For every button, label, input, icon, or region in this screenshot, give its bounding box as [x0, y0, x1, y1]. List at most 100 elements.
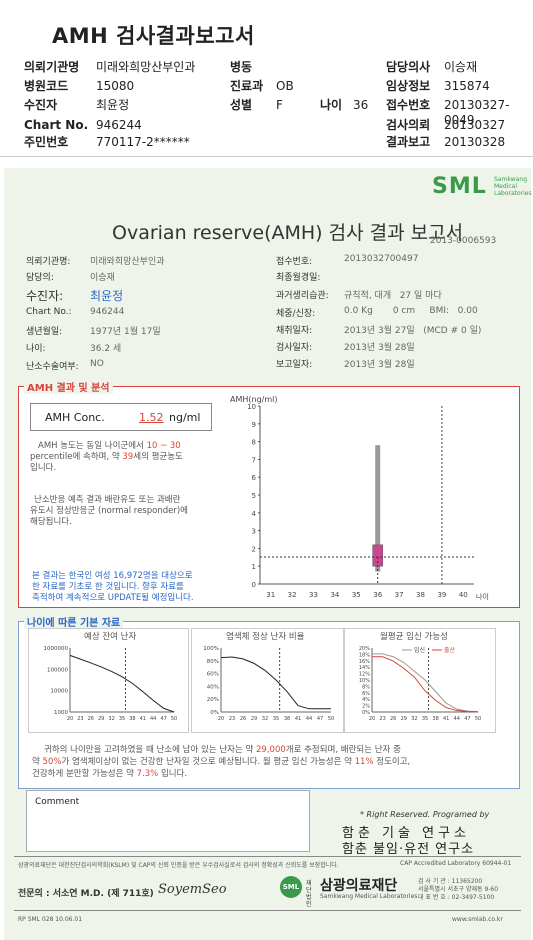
form-title: Ovarian reserve(AMH) 검사 결과 보고서 [112, 222, 464, 244]
y-tick-label: 2% [362, 704, 370, 710]
label-request-date: 검사의뢰 [386, 118, 431, 132]
logo-sub-line: Samkwang [494, 176, 527, 183]
info-value: 이승재 [90, 273, 115, 283]
logo-sub-line: Medical [494, 183, 517, 190]
x-tick-label: 36 [373, 591, 382, 599]
x-tick-label: 37 [395, 591, 404, 599]
y-tick-label: 14% [359, 665, 370, 671]
x-tick-label: 29 [251, 716, 257, 722]
amh-text: 세의 평균농도 [133, 452, 183, 462]
y-tick-label: 1000000 [44, 646, 69, 652]
x-tick-label: 20 [67, 716, 73, 722]
reference-note: 축적하여 계속적으로 UPDATE될 예정입니다. [32, 593, 194, 603]
y-tick-label: 6% [362, 691, 370, 697]
x-tick-label: 41 [140, 716, 146, 722]
y-tick-label: 100% [203, 646, 219, 652]
chart-normal-oocyte-panel [191, 628, 344, 733]
x-tick-label: 32 [262, 716, 268, 722]
y-tick-label: 60% [207, 672, 219, 678]
x-tick-label: 31 [266, 591, 275, 599]
cert-text: 삼광의료재단은 대한진단검사의학회(KSLM) 및 CAP의 신뢰 인증을 받은… [18, 862, 339, 869]
y-tick-label: 0% [362, 710, 370, 716]
info-label: 최종월경일: [276, 273, 321, 283]
info-value: 0.0 Kg 0 cm BMI: 0.00 [344, 306, 478, 316]
x-tick-label: 29 [401, 716, 407, 722]
x-tick-label: 35 [119, 716, 125, 722]
y-tick-label: 8% [362, 684, 370, 690]
y-tick-label: 10 [247, 403, 256, 411]
summary-text: 정도이고, [376, 757, 411, 767]
series-line [69, 654, 175, 713]
amh-text-line1: AMH 농도는 동일 나이군에서 10 ~ 30 [38, 441, 181, 452]
value-receipt-no: 20130327-0049 [444, 98, 510, 127]
x-tick-label: 35 [422, 716, 428, 722]
footer-divider-2 [14, 910, 521, 911]
summary-pregnancy-rate: 11% [354, 757, 374, 767]
value-sex: F [276, 98, 283, 112]
y-axis-label: AMH(ng/ml) [230, 395, 278, 404]
y-tick-label: 10000 [51, 689, 69, 695]
x-tick-label: 47 [317, 716, 323, 722]
x-tick-label: 23 [229, 716, 235, 722]
summary-text: 건강하게 분만할 가능성은 약 [32, 769, 134, 779]
value-department: OB [276, 79, 294, 93]
sml-badge: SML [280, 876, 302, 898]
y-tick-label: 0% [210, 710, 219, 716]
chart1-title: 예상 잔여 난자 [84, 632, 137, 642]
y-tick-label: 9 [252, 421, 256, 429]
institute-2: 함춘 불임·유전 연구소 [342, 842, 475, 857]
y-tick-label: 8 [252, 439, 256, 447]
chart-normal-oocyte-ratio: 100% 80% 60% 40% 20% 0%20 23 26 29 32 35 38 41 44 47 50 [203, 646, 334, 722]
x-tick-label: 50 [328, 716, 334, 722]
contact-info: 검 사 기 관 : 11365200 서울특별시 서초구 양재동 9-60 대 … [418, 878, 498, 902]
y-tick-label: 5 [252, 492, 256, 500]
info-value-patient: 최윤정 [90, 289, 124, 303]
x-tick-label: 39 [437, 591, 446, 599]
label-hospital-code: 병원코드 [24, 79, 69, 93]
x-tick-label: 34 [330, 591, 339, 599]
summary-text: 가 염색체이상이 없는 건강한 난자일 것으로 예상됩니다. 월 평균 임신 가… [61, 757, 352, 767]
info-label: 과거생리습관: [276, 291, 329, 301]
info-label: 보고일자: [276, 360, 313, 370]
x-tick-label: 40 [459, 591, 468, 599]
x-tick-label: 41 [295, 716, 301, 722]
amh-text-line3: 입니다. [30, 463, 57, 473]
sml-logo: SML [432, 174, 487, 199]
summary-oocyte-count: 29,000 [256, 745, 286, 755]
label-institution: 의뢰기관명 [24, 60, 80, 74]
form-code: RP SML 028 10.06.01 [18, 916, 83, 923]
info-label: 담당의: [26, 273, 54, 283]
y-tick-label: 1 [252, 563, 256, 571]
x-tick-label: 32 [411, 716, 417, 722]
y-tick-label: 4% [362, 697, 370, 703]
amh-conc-value: 1.52 [139, 411, 164, 424]
foundation-name: 삼광의료재단 [320, 878, 398, 894]
y-tick-label: 0 [252, 581, 256, 589]
comment-label: Comment [35, 797, 80, 807]
x-tick-label: 38 [432, 716, 438, 722]
label-department: 진료과 [230, 79, 264, 93]
x-tick-label: 38 [416, 591, 425, 599]
x-tick-label: 26 [390, 716, 396, 722]
amh-iqr-box [372, 544, 383, 567]
report-form: SML Samkwang Medical Laboratories Ovaria… [4, 168, 532, 940]
x-tick-label: 35 [352, 591, 361, 599]
series-line [372, 656, 479, 713]
response-line: 유도시 정상반응군 (normal responder)에 [30, 506, 188, 516]
summary-text: 입니다. [160, 769, 188, 779]
summary-text: 약 [32, 757, 40, 767]
info-value: 규칙적, 대개 27 일 마다 [344, 291, 442, 301]
info-label: 수진자: [26, 289, 64, 303]
y-tick-label: 7 [252, 456, 256, 464]
amh-conc-box: AMH Conc. 1.52 ng/ml [30, 403, 212, 431]
label-report-date: 결과보고 [386, 135, 431, 149]
comment-box[interactable]: Comment [26, 790, 310, 852]
chart2-title: 염색체 정상 난자 비율 [226, 632, 305, 642]
info-label: Chart No.: [26, 307, 72, 317]
x-tick-label: 20 [369, 716, 375, 722]
y-tick-label: 20% [359, 646, 370, 652]
value-institution: 미래와희망산부인과 [96, 60, 196, 74]
info-value: 2013년 3월 28일 [344, 360, 415, 370]
value-hospital-code: 15080 [96, 79, 135, 93]
